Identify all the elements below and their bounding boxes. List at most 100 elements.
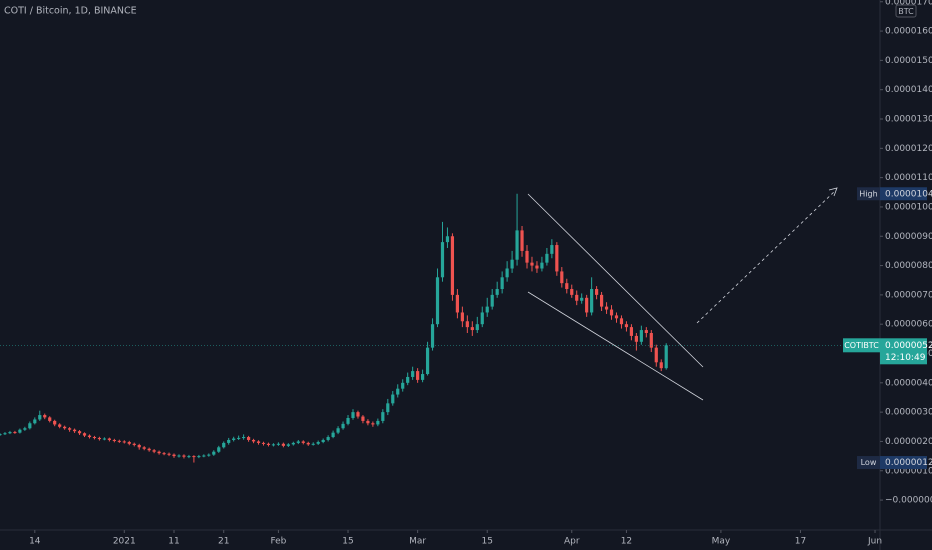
candle-body xyxy=(202,455,206,457)
candle-body xyxy=(659,362,663,369)
low-value: 0.00000128 xyxy=(885,458,932,468)
candle-body xyxy=(72,429,77,432)
candle-body xyxy=(530,262,534,266)
candle-body xyxy=(644,330,648,333)
candle-body xyxy=(48,417,52,421)
candle-body xyxy=(525,250,529,263)
candle-body xyxy=(147,448,151,451)
candle-body xyxy=(82,433,87,436)
candle-body xyxy=(182,455,186,457)
candle-body xyxy=(361,416,365,421)
candle-body xyxy=(33,419,37,424)
high-name: High xyxy=(859,189,877,198)
candle-body xyxy=(376,420,380,425)
x-tick-label: Mar xyxy=(409,537,426,547)
candle-body xyxy=(316,442,320,444)
candle-body xyxy=(242,437,246,439)
candle-body xyxy=(575,294,579,301)
candle-body xyxy=(535,265,539,269)
candle-body xyxy=(649,332,653,348)
x-tick-label: 14 xyxy=(29,537,41,547)
currency-badge xyxy=(895,4,917,18)
candle-body xyxy=(396,388,400,395)
x-tick-label: Jun xyxy=(867,537,882,547)
candle-body xyxy=(192,456,196,458)
candle-body xyxy=(232,438,236,440)
candle-body xyxy=(58,424,62,427)
candle-body xyxy=(480,312,484,325)
projection-arrow xyxy=(696,189,837,324)
x-tick-label: 12 xyxy=(621,537,632,547)
candle-body xyxy=(356,412,360,417)
candle-body xyxy=(545,253,549,263)
candle-body xyxy=(127,442,131,444)
last-price-box xyxy=(880,338,927,365)
candle-body xyxy=(152,450,156,452)
candle-body xyxy=(485,306,489,313)
candle-body xyxy=(227,439,231,443)
candle-body xyxy=(281,443,285,446)
candle-body xyxy=(371,423,375,425)
candle-body xyxy=(590,289,594,313)
candle-body xyxy=(212,451,216,455)
candle-body xyxy=(102,438,107,440)
candle-body xyxy=(401,382,405,389)
candle-body xyxy=(112,439,116,441)
candle-body xyxy=(157,451,161,454)
candle-body xyxy=(63,426,67,429)
currency-label: BTC xyxy=(898,7,914,16)
candle-body xyxy=(122,441,126,443)
candle-body xyxy=(599,294,604,307)
candle-body xyxy=(391,394,395,404)
x-tick-label: Apr xyxy=(564,537,580,547)
candle-body xyxy=(23,428,27,430)
candle-body xyxy=(416,371,420,380)
high-name-box xyxy=(857,187,880,201)
candles xyxy=(0,193,668,463)
low-name: Low xyxy=(861,458,877,467)
candle-body xyxy=(137,444,141,448)
low-name-box xyxy=(857,456,880,470)
candle-body xyxy=(430,324,435,348)
candle-body xyxy=(609,309,614,316)
candle-body xyxy=(207,454,211,456)
candle-body xyxy=(256,441,261,443)
candle-body xyxy=(515,230,519,260)
candle-body xyxy=(560,271,564,284)
candle-body xyxy=(286,444,290,446)
candle-body xyxy=(246,437,251,440)
candle-body xyxy=(520,230,524,251)
candle-body xyxy=(619,318,624,325)
candle-body xyxy=(28,423,32,429)
candle-body xyxy=(251,439,256,442)
candle-body xyxy=(585,297,589,313)
candle-body xyxy=(550,245,554,254)
candle-body xyxy=(460,312,464,322)
x-tick-label: May xyxy=(712,537,731,547)
x-tick-label: 11 xyxy=(168,537,179,547)
high-value-box xyxy=(880,187,927,201)
candle-body xyxy=(386,403,390,413)
candle-body xyxy=(97,437,102,440)
candle-body xyxy=(237,437,241,439)
x-tick-label: Feb xyxy=(270,537,286,547)
candle-body xyxy=(306,442,310,445)
candle-body xyxy=(266,443,271,445)
candle-body xyxy=(261,442,266,444)
candle-body xyxy=(341,423,345,429)
candle-body xyxy=(555,245,559,272)
chart-title: COTI / Bitcoin, 1D, BINANCE xyxy=(4,6,137,17)
candle-body xyxy=(654,347,658,363)
candle-body xyxy=(435,277,440,325)
low-value-box xyxy=(880,456,927,470)
